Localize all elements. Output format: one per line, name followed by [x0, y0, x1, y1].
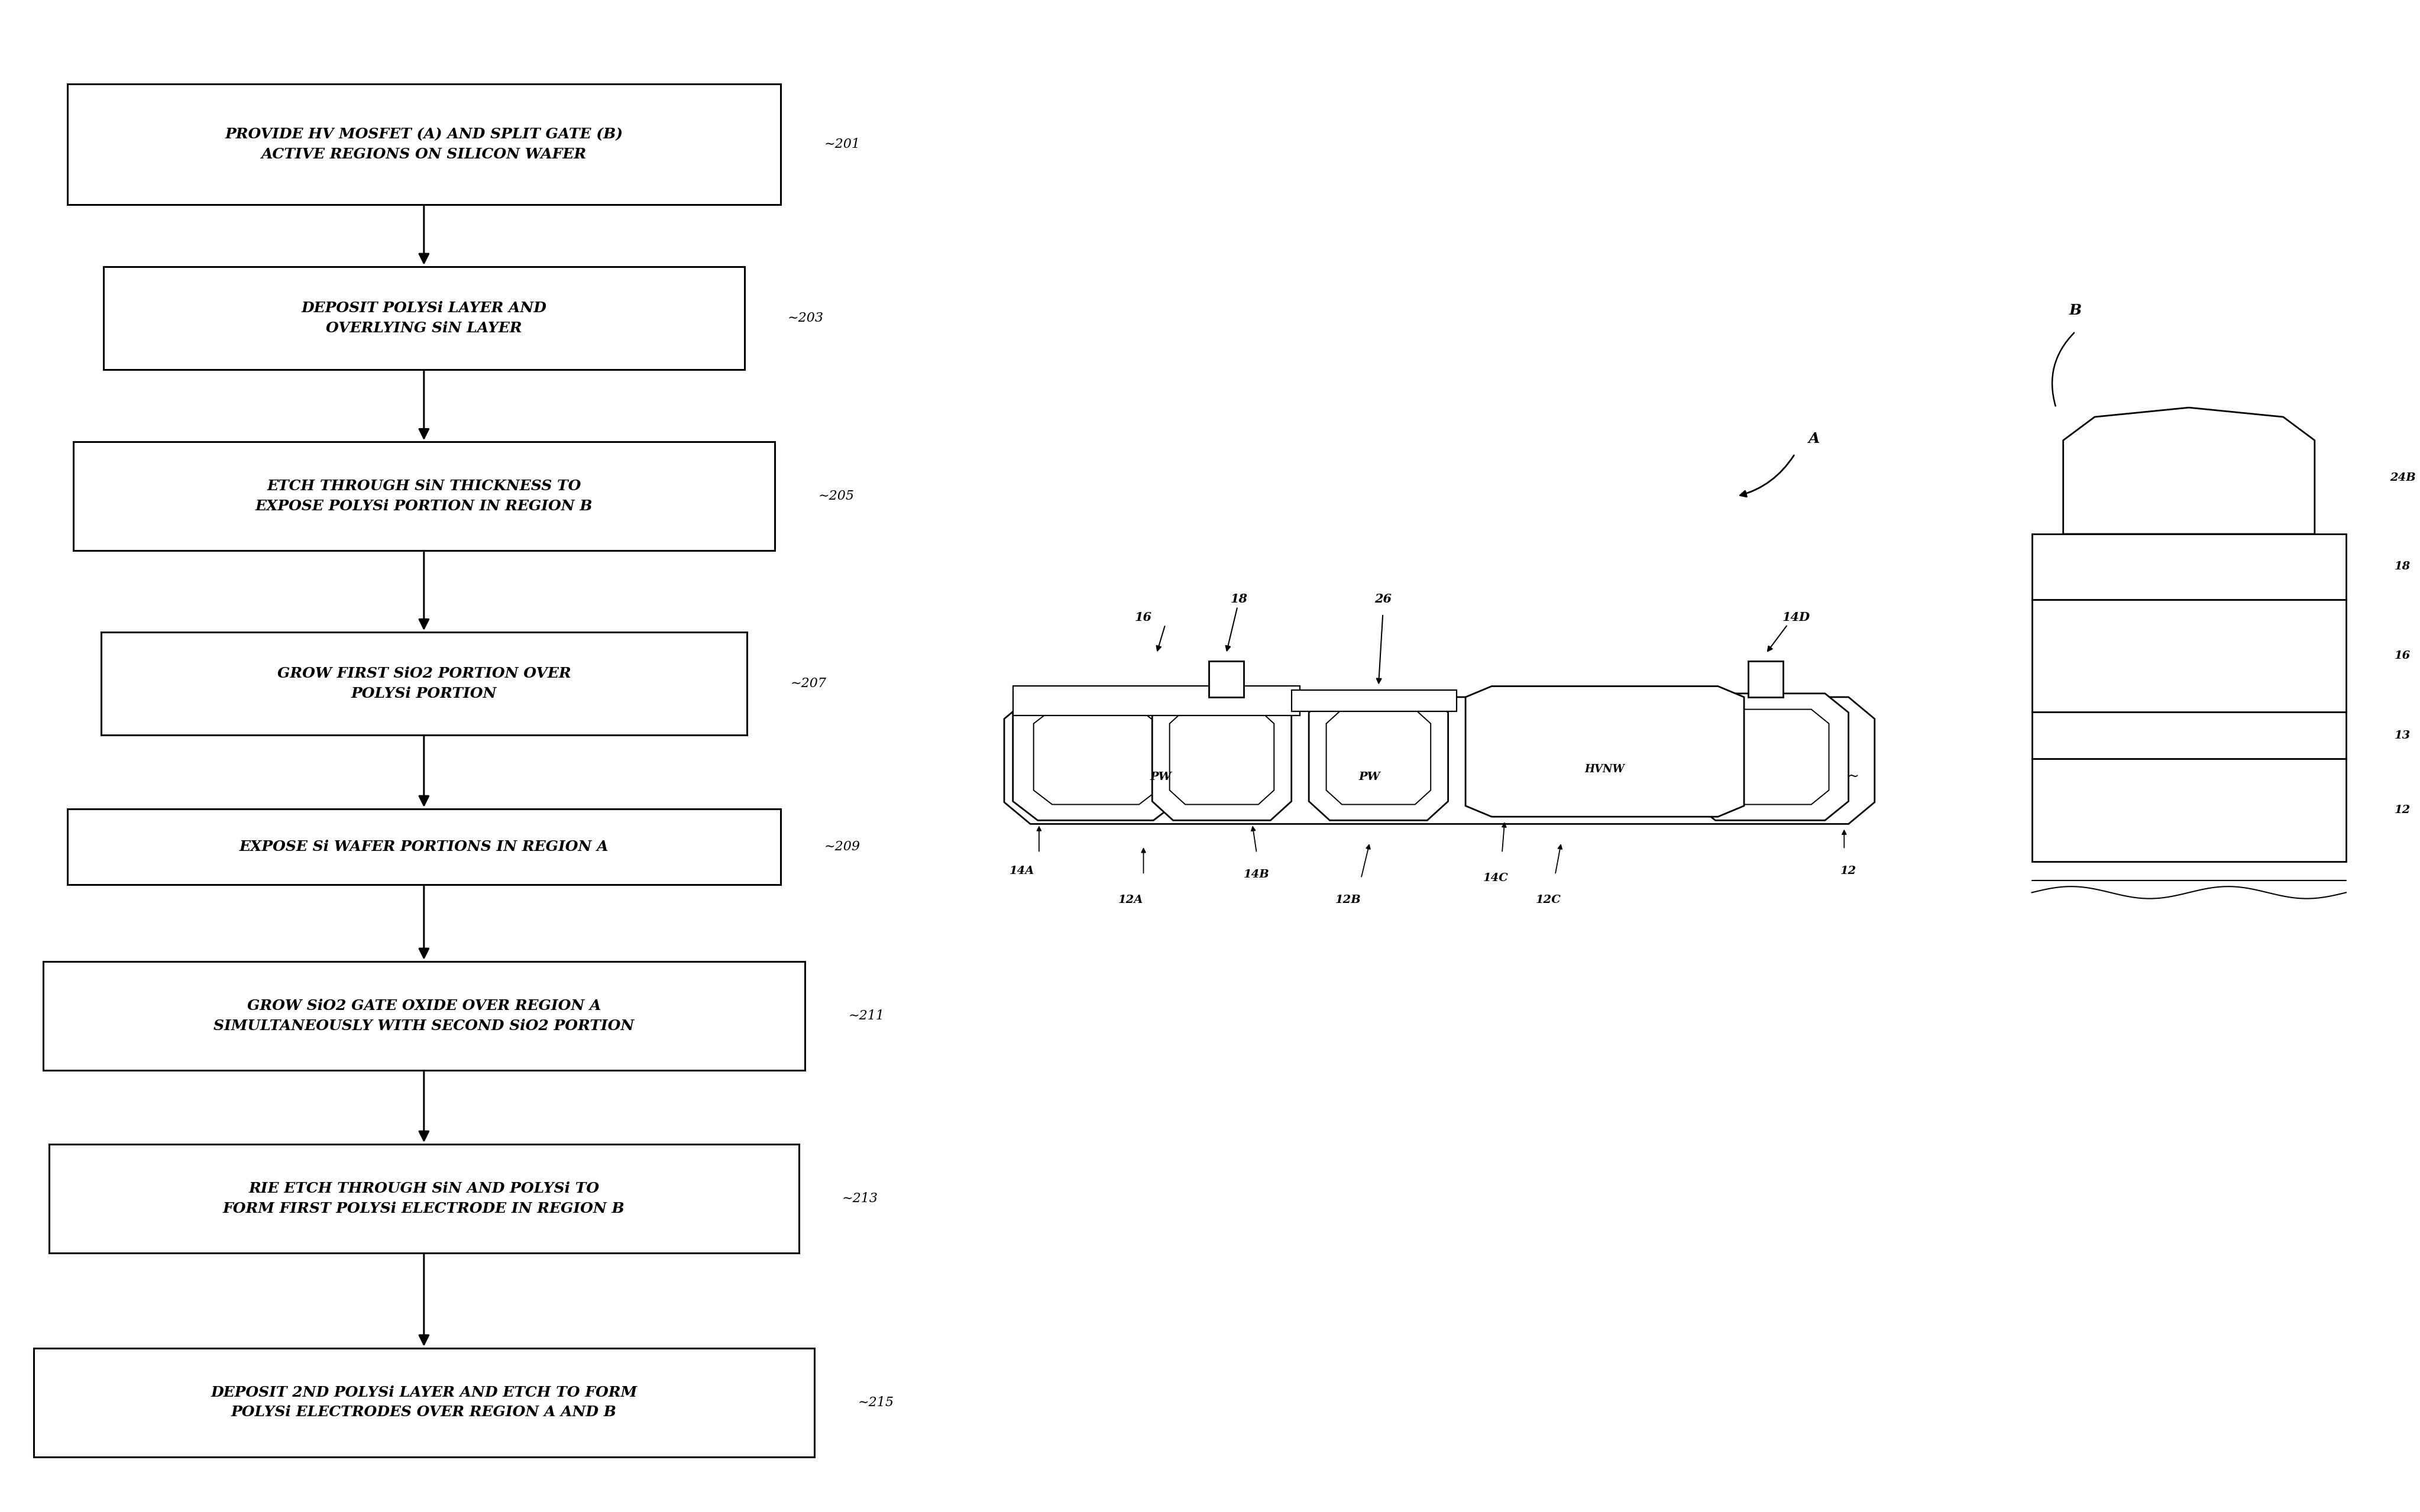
Text: 14A: 14A [1009, 866, 1033, 877]
Polygon shape [1014, 694, 1179, 821]
Polygon shape [1004, 697, 1876, 824]
Polygon shape [1033, 709, 1157, 804]
Text: PW: PW [1150, 771, 1171, 782]
FancyBboxPatch shape [44, 962, 806, 1070]
Text: GROW FIRST SiO2 PORTION OVER
POLYSi PORTION: GROW FIRST SiO2 PORTION OVER POLYSi PORT… [276, 667, 571, 700]
Text: ∼201: ∼201 [825, 138, 859, 151]
Text: 12B: 12B [1336, 895, 1360, 906]
FancyBboxPatch shape [48, 1145, 799, 1253]
Text: A: A [1808, 432, 1820, 446]
Polygon shape [2064, 408, 2314, 534]
Text: 14D: 14D [1784, 611, 1810, 623]
Text: ∼213: ∼213 [842, 1191, 878, 1205]
Text: HVNW: HVNW [1585, 764, 1624, 776]
Text: 12A: 12A [1118, 895, 1142, 906]
Polygon shape [1692, 694, 1849, 821]
Polygon shape [1467, 686, 1745, 816]
Polygon shape [1326, 709, 1430, 804]
Text: ∼205: ∼205 [818, 490, 854, 502]
Text: ∼207: ∼207 [791, 677, 825, 689]
Text: EXPOSE Si WAFER PORTIONS IN REGION A: EXPOSE Si WAFER PORTIONS IN REGION A [240, 839, 607, 854]
Polygon shape [1292, 689, 1457, 712]
Text: PROVIDE HV MOSFET (A) AND SPLIT GATE (B)
ACTIVE REGIONS ON SILICON WAFER: PROVIDE HV MOSFET (A) AND SPLIT GATE (B)… [225, 127, 622, 162]
Polygon shape [1747, 661, 1784, 697]
Polygon shape [2033, 759, 2345, 862]
FancyBboxPatch shape [102, 632, 748, 735]
Text: 13: 13 [2396, 730, 2410, 741]
Polygon shape [2033, 712, 2345, 759]
Text: ∼215: ∼215 [859, 1396, 893, 1409]
Text: 18: 18 [2396, 561, 2410, 572]
Text: ~: ~ [1846, 770, 1859, 783]
Polygon shape [1152, 694, 1292, 821]
Text: PW: PW [1360, 771, 1379, 782]
Polygon shape [1169, 709, 1273, 804]
Polygon shape [1208, 661, 1244, 697]
Text: B: B [2069, 304, 2081, 318]
Text: 14C: 14C [1483, 872, 1508, 883]
FancyBboxPatch shape [68, 809, 782, 885]
Text: 12: 12 [2396, 804, 2410, 815]
Text: GROW SiO2 GATE OXIDE OVER REGION A
SIMULTANEOUSLY WITH SECOND SiO2 PORTION: GROW SiO2 GATE OXIDE OVER REGION A SIMUL… [213, 999, 634, 1033]
Polygon shape [2033, 600, 2345, 712]
Text: DEPOSIT 2ND POLYSi LAYER AND ETCH TO FORM
POLYSi ELECTRODES OVER REGION A AND B: DEPOSIT 2ND POLYSi LAYER AND ETCH TO FOR… [211, 1385, 636, 1420]
Polygon shape [1014, 686, 1300, 715]
Text: ∼209: ∼209 [825, 841, 859, 853]
Polygon shape [1309, 694, 1447, 821]
Text: 16: 16 [2396, 650, 2410, 661]
Text: 16: 16 [1135, 611, 1152, 623]
Text: 26: 26 [1375, 593, 1392, 605]
Text: 24B: 24B [2389, 472, 2415, 484]
Text: ∼203: ∼203 [789, 311, 823, 325]
Text: 12C: 12C [1537, 895, 1561, 906]
Text: 14B: 14B [1244, 869, 1271, 880]
FancyBboxPatch shape [104, 266, 745, 369]
Polygon shape [1711, 709, 1830, 804]
Polygon shape [2033, 534, 2345, 600]
FancyBboxPatch shape [68, 83, 782, 204]
FancyBboxPatch shape [34, 1349, 816, 1456]
FancyBboxPatch shape [73, 442, 774, 550]
Text: 12: 12 [1842, 866, 1856, 877]
Text: 18: 18 [1232, 593, 1249, 605]
Text: RIE ETCH THROUGH SiN AND POLYSi TO
FORM FIRST POLYSi ELECTRODE IN REGION B: RIE ETCH THROUGH SiN AND POLYSi TO FORM … [223, 1181, 624, 1216]
Text: ∼211: ∼211 [849, 1010, 883, 1022]
Text: ETCH THROUGH SiN THICKNESS TO
EXPOSE POLYSi PORTION IN REGION B: ETCH THROUGH SiN THICKNESS TO EXPOSE POL… [254, 479, 593, 513]
Text: DEPOSIT POLYSi LAYER AND
OVERLYING SiN LAYER: DEPOSIT POLYSi LAYER AND OVERLYING SiN L… [300, 301, 547, 336]
